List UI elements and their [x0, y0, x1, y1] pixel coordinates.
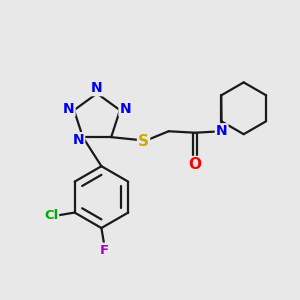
Text: Cl: Cl [44, 209, 58, 222]
Text: N: N [119, 102, 131, 116]
Text: S: S [138, 134, 149, 149]
Text: N: N [91, 81, 103, 95]
Text: N: N [216, 124, 227, 138]
Text: N: N [63, 102, 74, 116]
Text: N: N [73, 133, 84, 147]
Text: O: O [189, 157, 202, 172]
Text: F: F [100, 244, 109, 256]
